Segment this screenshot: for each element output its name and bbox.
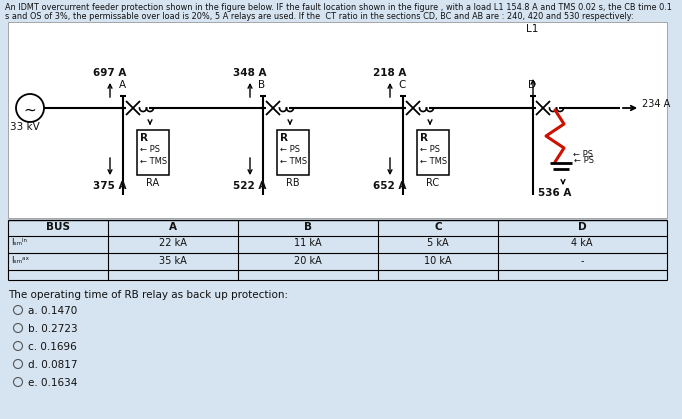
Bar bbox=[8, 220, 667, 280]
Text: A: A bbox=[169, 222, 177, 232]
Circle shape bbox=[14, 378, 23, 386]
Text: 11 kA: 11 kA bbox=[294, 238, 322, 248]
Text: d. 0.0817: d. 0.0817 bbox=[28, 360, 78, 370]
Text: 10 kA: 10 kA bbox=[424, 256, 451, 266]
Text: B: B bbox=[258, 80, 265, 90]
Text: RB: RB bbox=[286, 178, 300, 188]
Text: 375 A: 375 A bbox=[93, 181, 127, 191]
Text: e. 0.1634: e. 0.1634 bbox=[28, 378, 77, 388]
Text: B: B bbox=[304, 222, 312, 232]
Text: 22 kA: 22 kA bbox=[159, 238, 187, 248]
Bar bbox=[8, 22, 667, 218]
Text: Iₛₘᴵⁿ: Iₛₘᴵⁿ bbox=[11, 238, 27, 247]
Circle shape bbox=[14, 305, 23, 315]
Bar bbox=[417, 130, 449, 175]
Text: 5 kA: 5 kA bbox=[427, 238, 449, 248]
Text: An IDMT overcurrent feeder protection shown in the figure below. IF the fault lo: An IDMT overcurrent feeder protection sh… bbox=[5, 3, 672, 12]
Text: BUS: BUS bbox=[46, 222, 70, 232]
Text: ← PS: ← PS bbox=[420, 145, 440, 154]
Text: Iₛₘᵃˣ: Iₛₘᵃˣ bbox=[11, 256, 29, 265]
Text: 4 kA: 4 kA bbox=[572, 238, 593, 248]
Text: s and OS of 3%, the permissable over load is 20%, 5 A relays are used. If the  C: s and OS of 3%, the permissable over loa… bbox=[5, 12, 634, 21]
Text: b. 0.2723: b. 0.2723 bbox=[28, 324, 78, 334]
Circle shape bbox=[14, 341, 23, 351]
Text: ← TMS: ← TMS bbox=[280, 157, 307, 166]
Circle shape bbox=[14, 323, 23, 333]
Text: C: C bbox=[398, 80, 406, 90]
Text: R: R bbox=[420, 133, 428, 143]
Text: 218 A: 218 A bbox=[373, 68, 406, 78]
Bar bbox=[277, 130, 309, 175]
Text: 348 A: 348 A bbox=[233, 68, 267, 78]
Text: ← PS: ← PS bbox=[573, 150, 593, 159]
Circle shape bbox=[14, 360, 23, 368]
Text: 33 kV: 33 kV bbox=[10, 122, 40, 132]
Text: 652 A: 652 A bbox=[373, 181, 406, 191]
Text: C: C bbox=[434, 222, 442, 232]
Text: 536 A: 536 A bbox=[538, 188, 572, 198]
Text: RA: RA bbox=[147, 178, 160, 188]
Text: ← TMS: ← TMS bbox=[420, 157, 447, 166]
Text: L1: L1 bbox=[526, 24, 538, 34]
Text: 35 kA: 35 kA bbox=[159, 256, 187, 266]
Text: The operating time of RB relay as back up protection:: The operating time of RB relay as back u… bbox=[8, 290, 288, 300]
Text: a. 0.1470: a. 0.1470 bbox=[28, 306, 77, 316]
Text: -: - bbox=[580, 256, 584, 266]
Text: ← TMS: ← TMS bbox=[140, 157, 167, 166]
Text: R: R bbox=[140, 133, 148, 143]
Text: ← PS: ← PS bbox=[280, 145, 300, 154]
Circle shape bbox=[16, 94, 44, 122]
Text: 234 A: 234 A bbox=[642, 99, 670, 109]
Text: ← PS: ← PS bbox=[574, 156, 594, 165]
Text: ~: ~ bbox=[24, 103, 36, 117]
Text: ← PS: ← PS bbox=[140, 145, 160, 154]
Text: D: D bbox=[578, 222, 587, 232]
Text: D: D bbox=[528, 80, 536, 90]
Text: R: R bbox=[280, 133, 288, 143]
Text: 522 A: 522 A bbox=[233, 181, 267, 191]
Text: RC: RC bbox=[426, 178, 440, 188]
Bar bbox=[137, 130, 169, 175]
Text: 697 A: 697 A bbox=[93, 68, 127, 78]
Text: c. 0.1696: c. 0.1696 bbox=[28, 342, 77, 352]
Text: A: A bbox=[119, 80, 125, 90]
Text: 20 kA: 20 kA bbox=[294, 256, 322, 266]
